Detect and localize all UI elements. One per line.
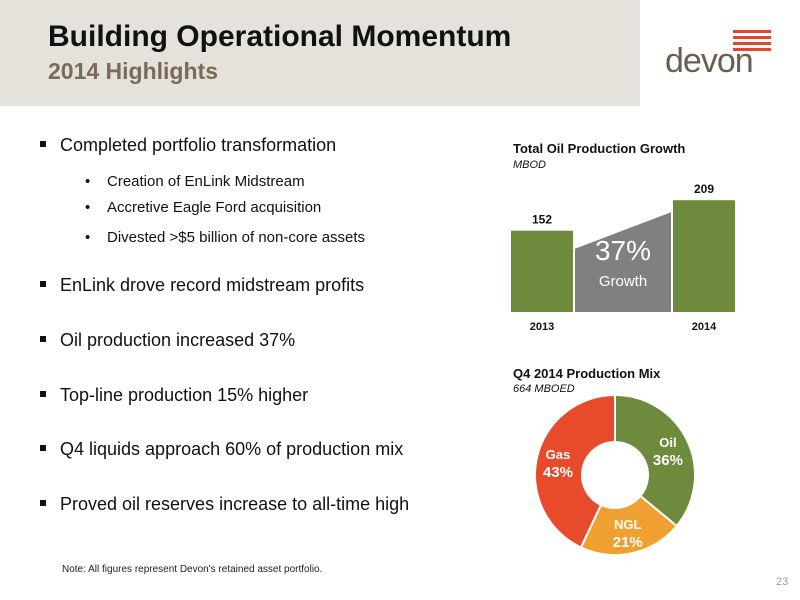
bullet-text: Proved oil reserves increase to all-time… — [60, 494, 410, 514]
sub-bullet-text: Creation of EnLink Midstream — [107, 173, 305, 190]
square-bullet-icon — [40, 500, 46, 507]
bullet-item: Q4 liquids approach 60% of production mi… — [40, 439, 403, 460]
bullet-text: Top-line production 15% higher — [60, 385, 309, 405]
logo-bar — [733, 36, 771, 39]
sub-bullet-item: • Creation of EnLink Midstream — [85, 173, 305, 190]
growth-wedge — [575, 212, 671, 312]
logo-text: devon — [665, 42, 754, 80]
sub-bullet-text: Accretive Eagle Ford acquisition — [107, 199, 322, 216]
slice-value-label: 43% — [543, 464, 573, 481]
bar-value-label: 152 — [532, 213, 552, 227]
bar-2013 — [511, 230, 573, 312]
slice-ngl — [579, 494, 679, 556]
pie-chart-subtitle: 664 MBOED — [513, 383, 575, 395]
square-bullet-icon — [40, 336, 46, 343]
bullet-text: EnLink drove record midstream profits — [60, 275, 365, 295]
slice-label: Gas — [546, 447, 571, 462]
bullet-item: Completed portfolio transformation — [40, 135, 336, 156]
growth-label: Growth — [599, 273, 647, 290]
bar-chart-subtitle: MBOD — [513, 159, 546, 171]
page-subtitle: 2014 Highlights — [48, 58, 218, 84]
bullet-text: Q4 liquids approach 60% of production mi… — [60, 439, 404, 459]
square-bullet-icon — [40, 445, 46, 452]
bullet-text: Completed portfolio transformation — [60, 135, 337, 155]
dot-bullet-icon: • — [85, 229, 91, 246]
slice-label: Oil — [659, 435, 676, 450]
sub-bullet-item: • Divested >$5 billion of non-core assets — [85, 229, 365, 246]
sub-bullet-item: • Accretive Eagle Ford acquisition — [85, 199, 321, 216]
dot-bullet-icon: • — [85, 199, 91, 216]
bullet-text: Oil production increased 37% — [60, 330, 296, 350]
logo-bar — [733, 30, 771, 33]
square-bullet-icon — [40, 281, 46, 288]
footer-note: Note: All figures represent Devon's reta… — [62, 564, 323, 575]
bar-chart: 152 2013 209 2014 37% Growth — [511, 182, 735, 333]
pie-chart: Oil 36% NGL 21% Gas 43% — [534, 393, 696, 556]
logo-bar — [733, 48, 771, 51]
page-title: Building Operational Momentum — [48, 20, 512, 53]
bar-chart-title: Total Oil Production Growth — [513, 141, 686, 156]
bullet-item: Top-line production 15% higher — [40, 385, 308, 406]
bar-value-label: 209 — [694, 182, 714, 196]
logo-bar — [733, 42, 771, 45]
bar-2014 — [673, 200, 735, 312]
slice-value-label: 21% — [613, 534, 643, 551]
slice-gas — [534, 393, 616, 549]
square-bullet-icon — [40, 141, 46, 148]
category-label: 2013 — [530, 321, 554, 333]
pie-chart-title: Q4 2014 Production Mix — [513, 366, 661, 381]
growth-value: 37% — [595, 235, 651, 266]
category-label: 2014 — [692, 321, 717, 333]
bullet-item: Oil production increased 37% — [40, 330, 295, 351]
slice-value-label: 36% — [653, 452, 683, 469]
bullet-item: Proved oil reserves increase to all-time… — [40, 494, 409, 515]
dot-bullet-icon: • — [85, 173, 91, 190]
page-number: 23 — [776, 576, 789, 588]
slice-label: NGL — [614, 517, 642, 532]
slice-oil — [614, 393, 696, 528]
devon-logo: devon — [665, 30, 775, 80]
sub-bullet-text: Divested >$5 billion of non-core assets — [107, 229, 366, 246]
square-bullet-icon — [40, 391, 46, 398]
header-band — [0, 0, 640, 106]
bullet-item: EnLink drove record midstream profits — [40, 275, 364, 296]
